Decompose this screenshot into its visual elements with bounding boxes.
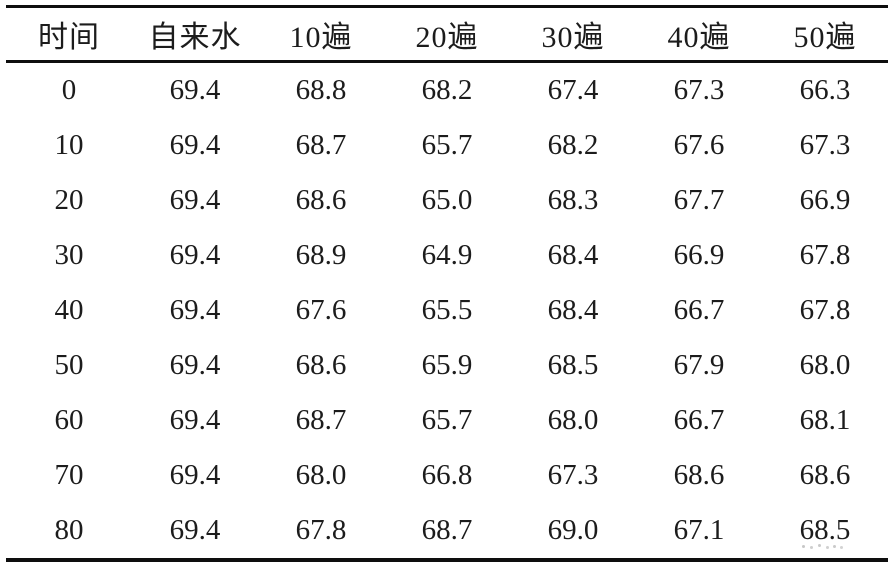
- time-cell: 10: [54, 129, 84, 161]
- column-header: 40遍: [636, 6, 762, 63]
- table-row: 20 69.4 68.6 65.0 68.3 67.7 66.9: [6, 173, 888, 228]
- measurement-table-container: 时间 自来水 10遍 20遍 30遍 40遍 50遍 0 69.4 68.8 68.2 67.4 67…: [6, 5, 888, 562]
- value-cell: 68.6: [673, 459, 725, 491]
- time-cell: 20: [54, 184, 84, 216]
- table-row: 80 69.4 67.8 68.7 69.0 67.1 68.5: [6, 503, 888, 560]
- column-header: 30遍: [510, 6, 636, 63]
- value-cell: 65.7: [421, 404, 473, 436]
- value-cell: 67.3: [547, 459, 599, 491]
- value-cell: 65.7: [421, 129, 473, 161]
- value-cell: 67.4: [547, 74, 599, 106]
- time-cell: 80: [54, 514, 84, 546]
- value-cell: 68.0: [295, 459, 347, 491]
- value-cell: 68.4: [547, 239, 599, 271]
- measurement-table: 时间 自来水 10遍 20遍 30遍 40遍 50遍 0 69.4 68.8 68.2 67.4 67…: [6, 5, 888, 562]
- value-cell: 68.0: [799, 349, 851, 381]
- time-cell: 0: [61, 74, 77, 106]
- value-cell: 68.0: [547, 404, 599, 436]
- time-cell: 30: [54, 239, 84, 271]
- value-cell: 69.4: [169, 74, 221, 106]
- value-cell: 67.7: [673, 184, 725, 216]
- column-header: 10遍: [258, 6, 384, 63]
- value-cell: 67.6: [673, 129, 725, 161]
- table-row: 0 69.4 68.8 68.2 67.4 67.3 66.3: [6, 62, 888, 119]
- value-cell: 68.2: [421, 74, 473, 106]
- table-row: 30 69.4 68.9 64.9 68.4 66.9 67.8: [6, 228, 888, 283]
- value-cell: 66.7: [673, 404, 725, 436]
- column-header: 自来水: [132, 6, 258, 63]
- value-cell: 69.4: [169, 459, 221, 491]
- value-cell: 68.6: [295, 184, 347, 216]
- value-cell: 69.4: [169, 404, 221, 436]
- value-cell: 68.9: [295, 239, 347, 271]
- value-cell: 65.9: [421, 349, 473, 381]
- value-cell: 69.4: [169, 294, 221, 326]
- value-cell: 67.1: [673, 514, 725, 546]
- value-cell: 68.7: [295, 129, 347, 161]
- time-cell: 50: [54, 349, 84, 381]
- value-cell: 67.8: [295, 514, 347, 546]
- value-cell: 69.0: [547, 514, 599, 546]
- value-cell: 68.5: [547, 349, 599, 381]
- value-cell: 68.7: [295, 404, 347, 436]
- value-cell: 66.7: [673, 294, 725, 326]
- value-cell: 69.4: [169, 129, 221, 161]
- column-header: 20遍: [384, 6, 510, 63]
- time-cell: 60: [54, 404, 84, 436]
- value-cell: 65.0: [421, 184, 473, 216]
- table-row: 50 69.4 68.6 65.9 68.5 67.9 68.0: [6, 338, 888, 393]
- value-cell: 69.4: [169, 349, 221, 381]
- value-cell: 68.4: [547, 294, 599, 326]
- value-cell: 66.9: [673, 239, 725, 271]
- value-cell: 67.3: [799, 129, 851, 161]
- value-cell: 68.6: [295, 349, 347, 381]
- value-cell: 64.9: [421, 239, 473, 271]
- value-cell: 68.8: [295, 74, 347, 106]
- value-cell: 66.9: [799, 184, 851, 216]
- value-cell: 67.3: [673, 74, 725, 106]
- value-cell: 69.4: [169, 239, 221, 271]
- value-cell: 68.2: [547, 129, 599, 161]
- table-row: 60 69.4 68.7 65.7 68.0 66.7 68.1: [6, 393, 888, 448]
- time-cell: 40: [54, 294, 84, 326]
- value-cell: 67.6: [295, 294, 347, 326]
- value-cell: 65.5: [421, 294, 473, 326]
- value-cell: 69.4: [169, 184, 221, 216]
- value-cell: 68.3: [547, 184, 599, 216]
- table-row: 70 69.4 68.0 66.8 67.3 68.6 68.6: [6, 448, 888, 503]
- value-cell: 68.5: [799, 514, 851, 546]
- value-cell: 69.4: [169, 514, 221, 546]
- table-header-row: 时间 自来水 10遍 20遍 30遍 40遍 50遍: [6, 6, 888, 63]
- value-cell: 68.1: [799, 404, 851, 436]
- value-cell: 67.8: [799, 294, 851, 326]
- value-cell: 66.3: [799, 74, 851, 106]
- value-cell: 66.8: [421, 459, 473, 491]
- value-cell: 68.7: [421, 514, 473, 546]
- value-cell: 67.9: [673, 349, 725, 381]
- column-header: 50遍: [762, 6, 888, 63]
- time-cell: 70: [54, 459, 84, 491]
- table-body: 0 69.4 68.8 68.2 67.4 67.3 66.3 10 69.4 68.7 65.7 6…: [6, 62, 888, 561]
- value-cell: 68.6: [799, 459, 851, 491]
- table-header: 时间 自来水 10遍 20遍 30遍 40遍 50遍: [6, 6, 888, 63]
- table-row: 10 69.4 68.7 65.7 68.2 67.6 67.3: [6, 118, 888, 173]
- value-cell: 67.8: [799, 239, 851, 271]
- column-header: 时间: [6, 6, 132, 63]
- table-row: 40 69.4 67.6 65.5 68.4 66.7 67.8: [6, 283, 888, 338]
